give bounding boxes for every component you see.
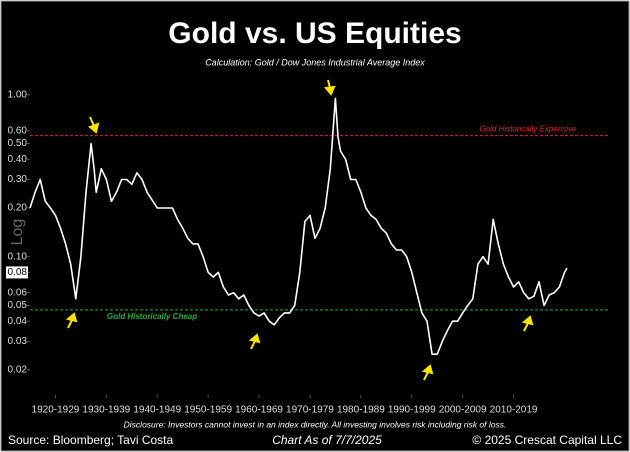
y-tick-label: 0.02: [8, 365, 28, 376]
arrow: [89, 116, 95, 127]
x-tick-label: 1970-1979: [286, 405, 334, 416]
x-tick-label: 2000-2009: [439, 405, 487, 416]
x-tick-label: 1990-1999: [388, 405, 436, 416]
arrow: [67, 319, 73, 329]
chart-subtitle: Calculation: Gold / Dow Jones Industrial…: [205, 57, 425, 67]
y-tick-label: 0.04: [8, 316, 28, 327]
y-tick-label: 0.50: [8, 138, 28, 149]
y-tick-label: 1.00: [8, 89, 28, 100]
copyright: © 2025 Crescat Capital LLC: [472, 433, 622, 447]
y-tick-label: 0.03: [8, 336, 28, 347]
arrow: [423, 371, 429, 381]
arrow-head: [521, 315, 534, 326]
disclosure: Disclosure: Investors cannot invest in a…: [124, 419, 507, 429]
chart-title: Gold vs. US Equities: [168, 17, 461, 50]
y-tick-label: 0.60: [8, 125, 28, 136]
x-tick-label: 2010-2019: [490, 405, 538, 416]
x-tick-label: 1940-1949: [133, 405, 181, 416]
x-tick-label: 1980-1989: [337, 405, 385, 416]
arrow-head: [248, 333, 261, 344]
arrows: [65, 79, 534, 381]
y-tick-label: 0.30: [8, 174, 28, 185]
y-tick-label: 0.10: [8, 251, 28, 262]
arrow-head: [65, 312, 78, 323]
x-tick-label: 1960-1969: [235, 405, 283, 416]
x-tick-label: 1920-1929: [32, 405, 80, 416]
y-tick-label: 0.05: [8, 300, 28, 311]
as-of: Chart As of 7/7/2025: [272, 433, 382, 447]
source: Source: Bloomberg; Tavi Costa: [8, 433, 174, 447]
y-tick-label: 0.20: [8, 203, 28, 214]
y-tick-label: 0.06: [8, 287, 28, 298]
arrow-head: [324, 85, 336, 96]
y-tick-highlight: [6, 266, 28, 279]
reference-label: Gold Historically Cheap: [107, 312, 197, 321]
arrow: [250, 340, 256, 350]
y-tick-label: 0.40: [8, 154, 28, 165]
y-axis-label: Log: [9, 219, 26, 246]
reference-label: Gold Historically Expensive: [480, 125, 577, 134]
arrow: [523, 322, 529, 332]
arrow-head: [88, 122, 100, 134]
data-line: [29, 97, 568, 355]
x-tick-label: 1950-1959: [184, 405, 232, 416]
arrow-head: [421, 364, 434, 375]
x-tick-label: 1930-1939: [82, 405, 130, 416]
y-tick-label: 0.08: [8, 267, 28, 278]
